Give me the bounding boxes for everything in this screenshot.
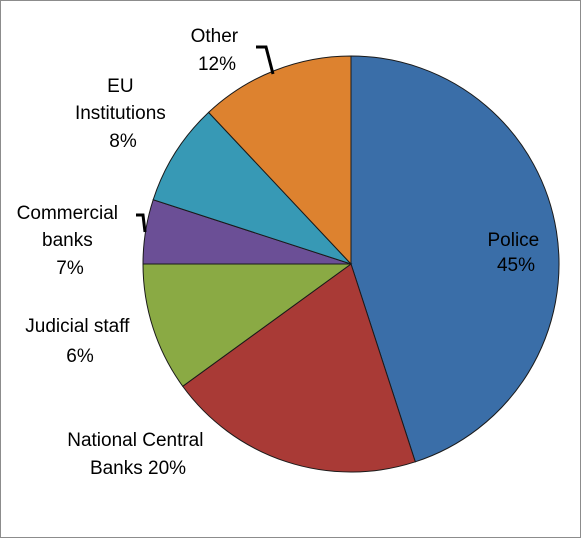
pie-slice-police <box>350 55 560 463</box>
slice-label-commercial-banks: Commercial banks 7% <box>17 203 124 279</box>
leader-line-commercial-banks <box>136 213 147 233</box>
pie-slice-judicial-staff <box>142 263 353 387</box>
pie-slice-national-central-banks <box>182 263 416 473</box>
slice-label-judicial-staff: Judicial staff 6% <box>25 316 134 367</box>
slice-label-other: Other 12% <box>191 26 244 75</box>
slice-label-national-central-banks: National Central Banks 20% <box>67 430 209 479</box>
leader-lines <box>136 45 275 233</box>
pie-slice-eu-institutions <box>152 111 352 265</box>
slice-label-eu-institutions: EU Institutions 8% <box>75 76 171 152</box>
pie-slice-other <box>207 55 352 266</box>
pie-slices <box>142 55 560 473</box>
slice-label-police: Police 45% <box>487 230 544 276</box>
leader-line-other <box>256 45 275 75</box>
slice-labels: Police 45% National Central Banks 20% Ju… <box>17 26 544 479</box>
